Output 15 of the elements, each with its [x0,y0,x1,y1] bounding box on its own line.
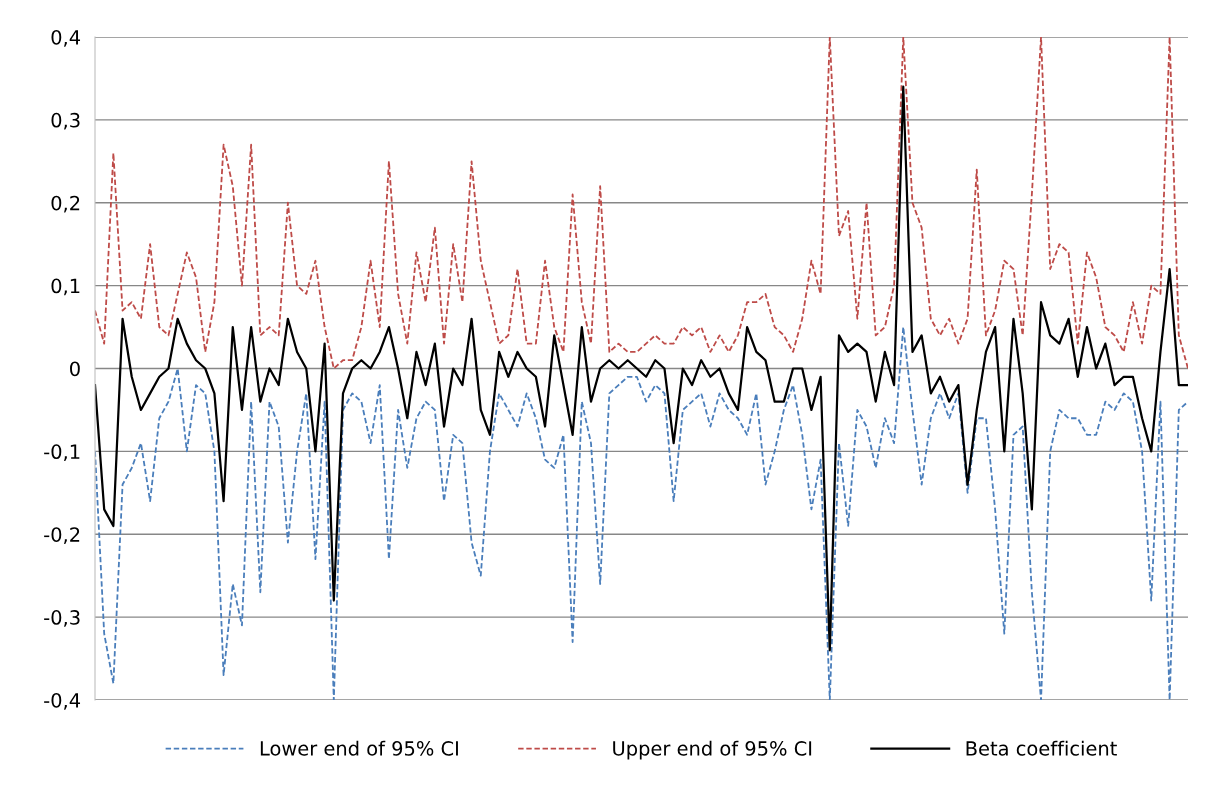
y-tick-label: 0,1 [51,278,80,296]
legend-label: Lower end of 95% CI [260,740,458,756]
y-tick-label: 0,4 [51,29,81,47]
line-series [95,326,1188,700]
y-tick-label: 0 [70,361,80,377]
legend-label: Beta coefficient [966,740,1117,756]
y-tick-label: -0,2 [44,527,80,544]
line-series [95,37,1188,370]
legend-label: Upper end of 95% CI [613,740,812,760]
y-tick-label: 0,3 [51,112,80,130]
y-tick-label: -0,1 [44,444,80,462]
y-tick-label: -0,4 [44,692,81,710]
y-tick-label: 0,2 [51,195,80,213]
line-series [95,85,1188,652]
y-tick-label: -0,3 [44,610,80,627]
